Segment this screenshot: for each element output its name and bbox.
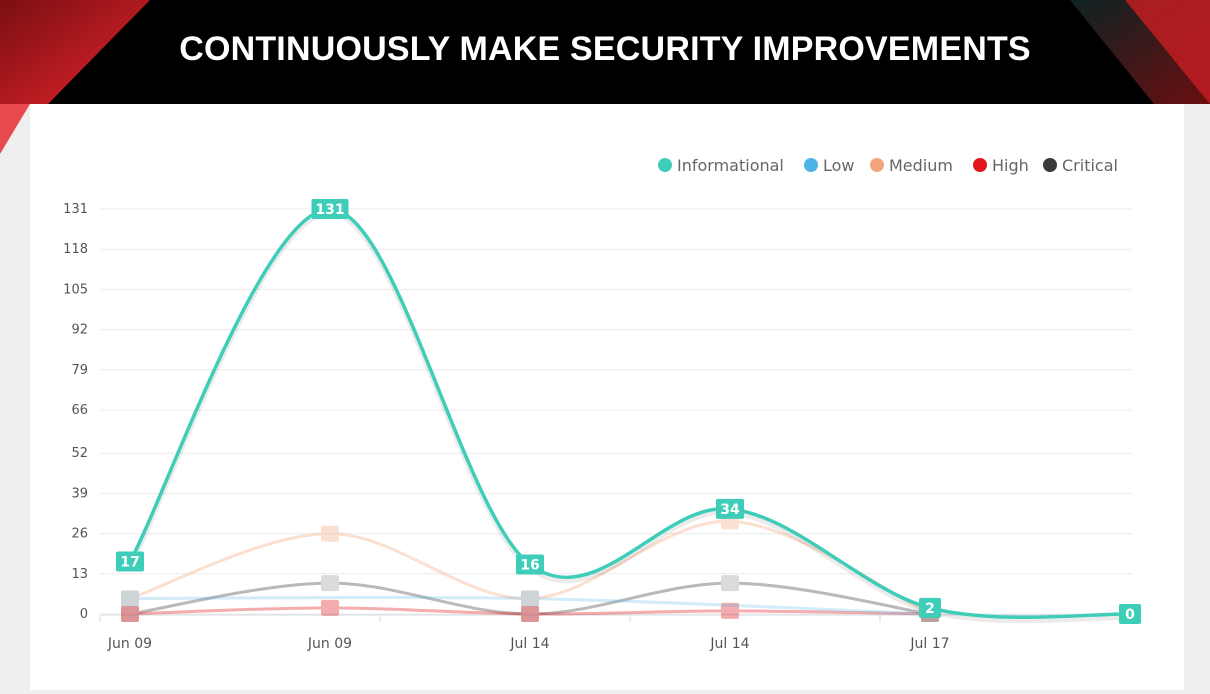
x-tick-label: Jul 14 bbox=[509, 636, 549, 652]
series-informational: 17 131 16 34 2 0 bbox=[116, 199, 1141, 624]
x-tick-label: Jul 14 bbox=[709, 636, 749, 652]
data-label-box bbox=[311, 199, 349, 219]
legend-item-medium[interactable]: Medium bbox=[870, 156, 953, 175]
y-tick-label: 0 bbox=[80, 607, 88, 622]
left-corner-decoration bbox=[0, 0, 150, 104]
data-label-box bbox=[1119, 604, 1141, 624]
legend-item-critical[interactable]: Critical bbox=[1043, 156, 1118, 175]
legend-item-informational[interactable]: Informational bbox=[658, 156, 784, 175]
data-point bbox=[521, 590, 539, 607]
data-point bbox=[521, 606, 539, 622]
data-label: 0 bbox=[1125, 607, 1135, 623]
data-label-box bbox=[116, 551, 144, 572]
data-point bbox=[321, 599, 339, 616]
data-label-box bbox=[919, 597, 941, 618]
legend-label: Medium bbox=[889, 156, 953, 175]
left-edge-accent bbox=[0, 104, 30, 154]
y-tick-label: 92 bbox=[71, 323, 88, 338]
data-label: 34 bbox=[720, 502, 740, 518]
data-point bbox=[121, 606, 139, 622]
y-tick-label: 39 bbox=[71, 486, 88, 501]
data-point bbox=[321, 525, 339, 542]
y-tick-label: 52 bbox=[71, 446, 88, 461]
data-point bbox=[521, 606, 539, 622]
legend-label: Critical bbox=[1062, 156, 1118, 175]
series-line bbox=[129, 519, 931, 616]
data-point bbox=[721, 575, 739, 592]
data-label: 17 bbox=[120, 554, 139, 570]
y-tick-label: 131 bbox=[63, 202, 88, 217]
legend-label: Informational bbox=[677, 156, 784, 175]
y-tick-label: 118 bbox=[63, 242, 88, 257]
legend-item-low[interactable]: Low bbox=[804, 156, 855, 175]
data-label-box bbox=[716, 498, 744, 519]
y-tick-label: 79 bbox=[71, 363, 88, 378]
x-tick-label: Jun 09 bbox=[107, 636, 152, 652]
right-corner-decoration bbox=[1070, 0, 1210, 104]
page-title: CONTINUOUSLY MAKE SECURITY IMPROVEMENTS bbox=[179, 30, 1031, 68]
series-line-shadow bbox=[127, 208, 1131, 624]
y-tick-label: 66 bbox=[71, 403, 88, 418]
x-tick-label: Jul 17 bbox=[909, 636, 949, 652]
series-line bbox=[129, 595, 931, 616]
data-point bbox=[321, 575, 339, 592]
y-tick-label: 13 bbox=[71, 567, 88, 582]
legend-marker bbox=[804, 158, 818, 172]
chart: 0 13 26 39 52 66 79 92 105 118 131 Jun 09 Jun 09 Jul … bbox=[63, 156, 1141, 652]
y-tick-label: 26 bbox=[71, 527, 88, 542]
data-point bbox=[121, 606, 139, 622]
title-banner: CONTINUOUSLY MAKE SECURITY IMPROVEMENTS bbox=[0, 0, 1210, 104]
legend-marker bbox=[870, 158, 884, 172]
data-point bbox=[521, 590, 539, 607]
chart-panel: 0 13 26 39 52 66 79 92 105 118 131 Jun 09 Jun 09 Jul … bbox=[30, 104, 1184, 690]
data-label: 131 bbox=[315, 202, 344, 218]
legend: Informational Low Medium High Critical bbox=[658, 156, 1118, 175]
y-tick-label: 105 bbox=[63, 282, 88, 297]
legend-marker bbox=[1043, 158, 1057, 172]
x-tick-label: Jun 09 bbox=[307, 636, 352, 652]
legend-label: Low bbox=[823, 156, 855, 175]
legend-marker bbox=[973, 158, 987, 172]
grid bbox=[100, 208, 1132, 615]
data-point bbox=[721, 602, 739, 619]
data-label-box bbox=[516, 554, 544, 575]
legend-marker bbox=[658, 158, 672, 172]
series-line bbox=[129, 606, 931, 616]
data-point bbox=[121, 590, 139, 607]
series-line bbox=[129, 581, 931, 616]
data-label: 2 bbox=[925, 601, 935, 617]
data-label: 16 bbox=[520, 558, 539, 574]
data-point bbox=[121, 590, 139, 607]
legend-item-high[interactable]: High bbox=[973, 156, 1029, 175]
legend-label: High bbox=[992, 156, 1029, 175]
